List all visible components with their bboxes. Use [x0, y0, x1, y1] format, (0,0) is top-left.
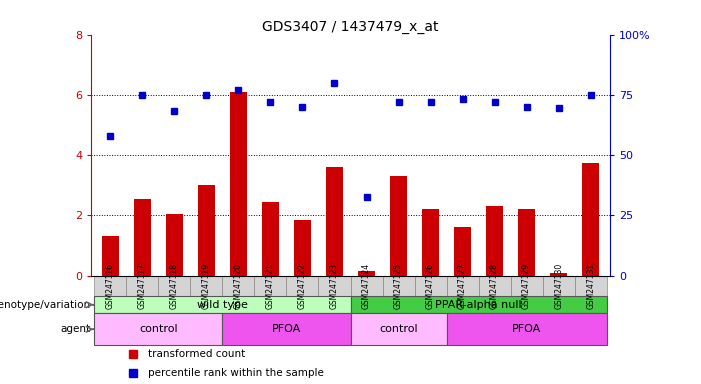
Text: genotype/variation: genotype/variation [0, 300, 90, 310]
Bar [191, 276, 222, 296]
Bar [543, 276, 575, 296]
Text: GSM247116: GSM247116 [106, 263, 115, 309]
Text: PFOA: PFOA [512, 324, 541, 334]
Bar [454, 227, 471, 276]
Bar [383, 276, 414, 296]
Bar [165, 214, 183, 276]
Text: GSM247131: GSM247131 [586, 263, 595, 309]
Bar [294, 220, 311, 276]
Text: GSM247121: GSM247121 [266, 263, 275, 309]
Bar [390, 176, 407, 276]
Text: PFOA: PFOA [272, 324, 301, 334]
Bar [95, 276, 126, 296]
Bar [582, 163, 599, 276]
Bar [575, 276, 606, 296]
Bar [254, 276, 287, 296]
Text: GSM247130: GSM247130 [554, 263, 563, 309]
Bar [222, 313, 350, 345]
Bar [326, 167, 343, 276]
Bar [350, 313, 447, 345]
Bar [158, 276, 191, 296]
Bar [447, 313, 606, 345]
Bar [486, 206, 503, 276]
Bar [414, 276, 447, 296]
Bar [350, 296, 606, 313]
Text: agent: agent [60, 324, 90, 334]
Bar [198, 185, 215, 276]
Bar [95, 296, 350, 313]
Text: GSM247122: GSM247122 [298, 263, 307, 309]
Text: percentile rank within the sample: percentile rank within the sample [148, 368, 324, 378]
Bar [261, 202, 279, 276]
Text: GSM247127: GSM247127 [458, 263, 467, 309]
Bar [479, 276, 510, 296]
Text: GSM247120: GSM247120 [234, 263, 243, 309]
Bar [550, 273, 567, 276]
Bar [126, 276, 158, 296]
Text: GSM247118: GSM247118 [170, 263, 179, 309]
Text: GSM247126: GSM247126 [426, 263, 435, 309]
Bar [358, 271, 375, 276]
Bar [510, 276, 543, 296]
Bar [95, 313, 222, 345]
Text: GSM247119: GSM247119 [202, 263, 211, 309]
Bar [134, 199, 151, 276]
Bar [447, 276, 479, 296]
Text: wild type: wild type [197, 300, 248, 310]
Text: transformed count: transformed count [148, 349, 245, 359]
Text: control: control [139, 324, 177, 334]
Bar [222, 276, 254, 296]
Text: GSM247123: GSM247123 [330, 263, 339, 309]
Bar [287, 276, 318, 296]
Text: control: control [379, 324, 418, 334]
Text: GSM247128: GSM247128 [490, 263, 499, 309]
Text: GSM247117: GSM247117 [138, 263, 147, 309]
Bar [422, 209, 440, 276]
Bar [318, 276, 350, 296]
Text: PPAR-alpha null: PPAR-alpha null [435, 300, 522, 310]
Bar [102, 237, 119, 276]
Title: GDS3407 / 1437479_x_at: GDS3407 / 1437479_x_at [262, 20, 439, 33]
Text: GSM247129: GSM247129 [522, 263, 531, 309]
Text: GSM247124: GSM247124 [362, 263, 371, 309]
Bar [518, 209, 536, 276]
Bar [230, 92, 247, 276]
Bar [350, 276, 383, 296]
Text: GSM247125: GSM247125 [394, 263, 403, 309]
